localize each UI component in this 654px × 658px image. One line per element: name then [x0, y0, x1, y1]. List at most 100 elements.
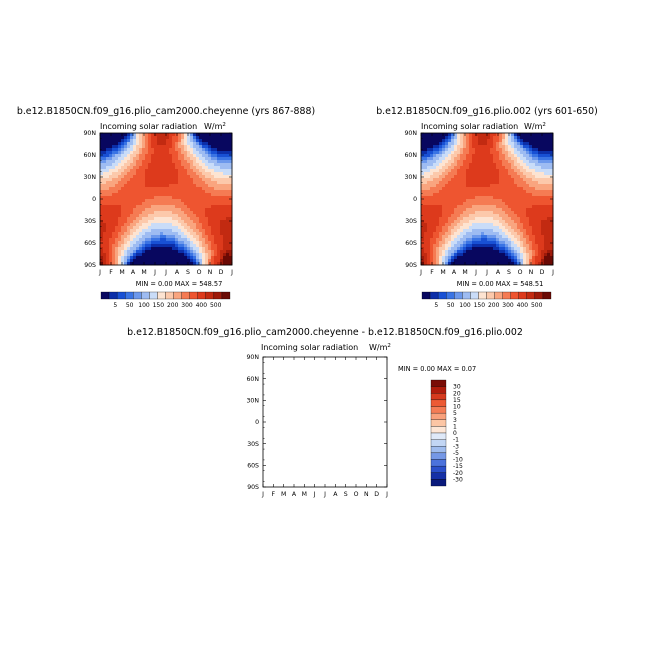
heatmap-cell [442, 202, 446, 206]
heatmap-cell [547, 256, 551, 260]
heatmap-cell [181, 160, 185, 164]
heatmap-cell [469, 229, 473, 233]
heatmap-cell [109, 175, 113, 179]
heatmap-cell [517, 250, 521, 254]
heatmap-cell [538, 235, 542, 239]
heatmap-cell [538, 238, 542, 242]
heatmap-cell [136, 235, 140, 239]
heatmap-cell [187, 148, 191, 152]
heatmap-cell [496, 238, 500, 242]
heatmap-cell [502, 250, 506, 254]
heatmap-cell [499, 214, 503, 218]
heatmap-cell [142, 145, 146, 149]
heatmap-cell [166, 214, 170, 218]
heatmap-cell [154, 145, 158, 149]
heatmap-cell [493, 226, 497, 230]
heatmap-cell [439, 145, 443, 149]
heatmap-cell [199, 151, 203, 155]
heatmap-cell [457, 247, 461, 251]
heatmap-cell [103, 169, 107, 173]
heatmap-cell [490, 166, 494, 170]
heatmap-cell [421, 178, 425, 182]
heatmap-cell [193, 142, 197, 146]
heatmap-cell [436, 214, 440, 218]
heatmap-cell [190, 202, 194, 206]
heatmap-cell [460, 211, 464, 215]
heatmap-cell [211, 142, 215, 146]
heatmap-cell [184, 142, 188, 146]
heatmap-cell [526, 193, 530, 197]
heatmap-cell [421, 181, 425, 185]
heatmap-cell [514, 211, 518, 215]
x-tick-label: S [186, 269, 190, 276]
heatmap-cell [505, 190, 509, 194]
heatmap-cell [436, 199, 440, 203]
heatmap-cell [448, 214, 452, 218]
heatmap-cell [451, 145, 455, 149]
heatmap-cell [187, 229, 191, 233]
heatmap-cell [205, 256, 209, 260]
heatmap-cell [475, 244, 479, 248]
heatmap-cell [544, 253, 548, 257]
heatmap-cell [196, 151, 200, 155]
heatmap-cell [112, 136, 116, 140]
heatmap-cell [505, 175, 509, 179]
heatmap-cell [451, 151, 455, 155]
heatmap-cell [442, 220, 446, 224]
heatmap-cell [121, 211, 125, 215]
heatmap-cell [157, 169, 161, 173]
heatmap-cell [205, 181, 209, 185]
heatmap-cell [445, 151, 449, 155]
heatmap-cell [172, 235, 176, 239]
heatmap-cell [514, 169, 518, 173]
heatmap-cell [187, 223, 191, 227]
heatmap-cell [538, 196, 542, 200]
heatmap-cell [550, 214, 554, 218]
heatmap-cell [493, 166, 497, 170]
heatmap-cell [184, 181, 188, 185]
heatmap-cell [544, 217, 548, 221]
heatmap-cell [442, 142, 446, 146]
heatmap-cell [229, 145, 233, 149]
heatmap-cell [163, 196, 167, 200]
heatmap-cell [160, 190, 164, 194]
heatmap-cell [517, 226, 521, 230]
heatmap-cell [550, 133, 554, 137]
heatmap-cell [460, 151, 464, 155]
heatmap-cell [124, 202, 128, 206]
heatmap-cell [133, 247, 137, 251]
heatmap-cell [193, 253, 197, 257]
heatmap-cell [100, 151, 104, 155]
heatmap-cell [421, 247, 425, 251]
heatmap-cell [154, 184, 158, 188]
heatmap-cell [541, 133, 545, 137]
heatmap-cell [187, 199, 191, 203]
heatmap-cell [433, 208, 437, 212]
heatmap-cell [526, 253, 530, 257]
heatmap-cell [532, 187, 536, 191]
heatmap-cell [193, 133, 197, 137]
heatmap-cell [121, 160, 125, 164]
heatmap-cell [148, 238, 152, 242]
heatmap-cell [421, 250, 425, 254]
heatmap-cell [469, 160, 473, 164]
heatmap-cell [154, 208, 158, 212]
heatmap-cell [145, 154, 149, 158]
heatmap-cell [142, 259, 146, 263]
heatmap-cell [445, 238, 449, 242]
heatmap-cell [493, 232, 497, 236]
heatmap-cell [547, 136, 551, 140]
heatmap-cell [451, 199, 455, 203]
heatmap-cell [472, 172, 476, 176]
heatmap-cell [544, 199, 548, 203]
heatmap-cell [439, 172, 443, 176]
heatmap-cell [421, 196, 425, 200]
heatmap-cell [550, 259, 554, 263]
heatmap-cell [124, 235, 128, 239]
heatmap-cell [178, 172, 182, 176]
heatmap-cell [139, 229, 143, 233]
panel-3-subtitle: Incoming solar radiation [261, 343, 358, 352]
heatmap-cell [505, 151, 509, 155]
heatmap-cell [139, 253, 143, 257]
